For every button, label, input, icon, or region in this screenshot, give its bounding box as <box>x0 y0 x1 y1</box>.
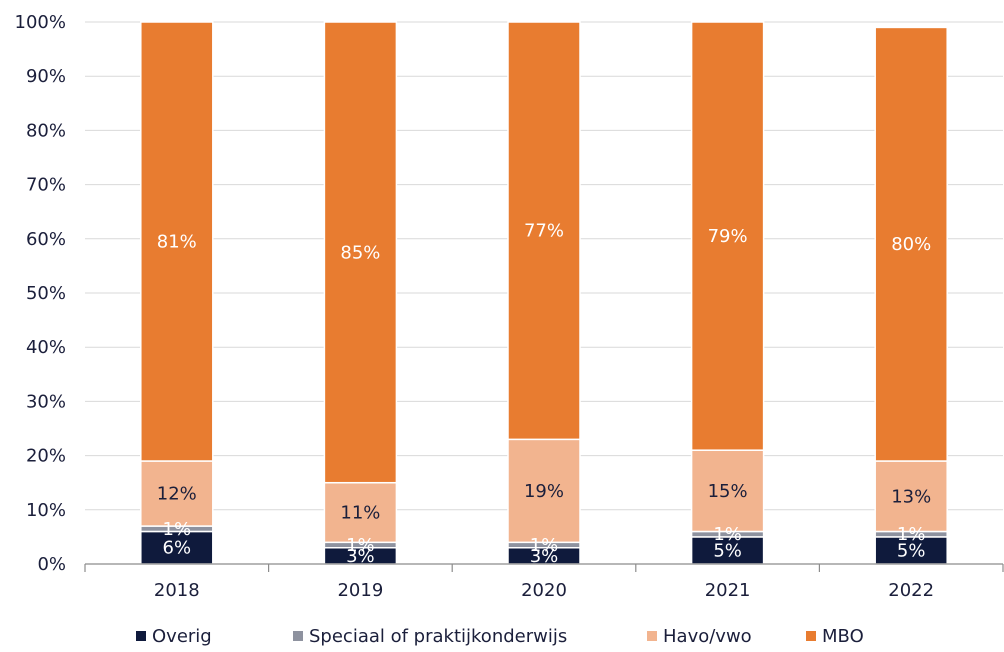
data-label: 12% <box>157 484 197 505</box>
x-tick-label: 2019 <box>337 580 383 601</box>
bar-segment <box>690 21 765 451</box>
y-axis: 0% 10% 20% 30% 40% 50% 60% 70% 80% 90% 100% <box>15 12 66 575</box>
y-tick-label: 0% <box>37 554 66 575</box>
data-label: 19% <box>524 481 564 502</box>
legend-swatch <box>293 631 303 641</box>
x-tick-label: 2021 <box>705 580 751 601</box>
bars: 6%1%12%81%3%1%11%85%3%1%19%77%5%1%15%79%… <box>140 21 948 567</box>
legend-swatch <box>136 631 146 641</box>
data-label: 1% <box>346 535 375 556</box>
data-label: 6% <box>163 538 192 559</box>
y-tick-label: 10% <box>26 500 66 521</box>
data-label: 3% <box>530 546 559 567</box>
data-label: 85% <box>340 242 380 263</box>
data-label: 11% <box>340 503 380 524</box>
y-tick-label: 60% <box>26 229 66 250</box>
bar-segment <box>507 21 581 441</box>
bar-segment <box>140 21 214 462</box>
x-axis: 2018 2019 2020 2021 2022 <box>84 563 1004 601</box>
data-label: 1% <box>530 535 559 556</box>
legend-label: Speciaal of praktijkonderwijs <box>309 626 567 647</box>
bar-segment <box>690 449 765 533</box>
data-label: 79% <box>708 226 748 247</box>
legend-label: MBO <box>822 626 864 647</box>
y-tick-label: 20% <box>26 446 66 467</box>
x-tick-label: 2020 <box>521 580 567 601</box>
data-label: 81% <box>157 232 197 253</box>
bar-segment <box>874 460 948 533</box>
data-label: 1% <box>163 519 192 540</box>
data-label: 5% <box>897 540 926 561</box>
bar-segment <box>874 26 948 462</box>
data-label: 3% <box>346 546 375 567</box>
legend-label: Overig <box>152 626 212 647</box>
bar-segment <box>323 21 398 484</box>
data-label: 13% <box>891 486 931 507</box>
legend: Overig Speciaal of praktijkonderwijs Havo/… <box>136 626 864 647</box>
bar-segment <box>140 460 214 527</box>
bar-segment <box>323 481 398 544</box>
legend-swatch <box>647 631 657 641</box>
legend-label: Havo/vwo <box>663 626 752 647</box>
bar-segment <box>507 438 581 544</box>
y-tick-label: 40% <box>26 337 66 358</box>
data-label: 5% <box>713 540 742 561</box>
y-tick-label: 70% <box>26 175 66 196</box>
x-tick-label: 2022 <box>888 580 934 601</box>
y-tick-label: 50% <box>26 283 66 304</box>
y-tick-label: 90% <box>26 66 66 87</box>
data-label: 15% <box>708 481 748 502</box>
y-tick-label: 100% <box>15 12 66 33</box>
data-label: 1% <box>713 524 742 545</box>
data-label: 80% <box>891 234 931 255</box>
data-label: 77% <box>524 221 564 242</box>
y-tick-label: 80% <box>26 120 66 141</box>
y-tick-label: 30% <box>26 391 66 412</box>
data-label: 1% <box>897 524 926 545</box>
legend-swatch <box>806 631 816 641</box>
x-tick-label: 2018 <box>154 580 200 601</box>
